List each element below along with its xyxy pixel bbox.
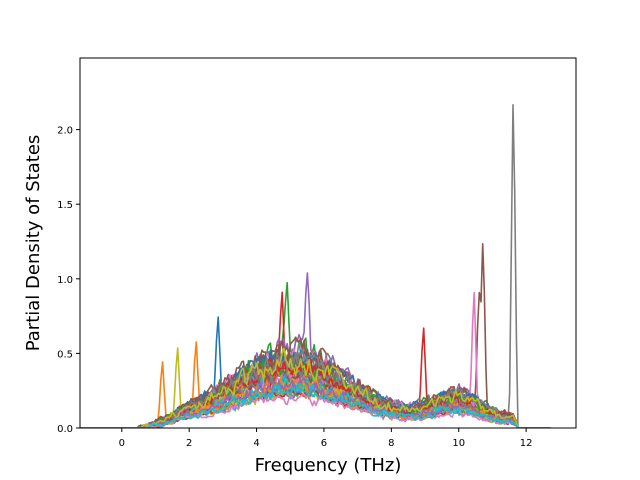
y-axis-ticks: 0.0 0.5 1.0 1.5 2.0: [57, 126, 80, 435]
pdos-series-line: [80, 382, 551, 428]
x-axis-label: Frequency (THz): [255, 455, 402, 476]
x-axis-ticks: 0 2 4 6 8 10 12: [119, 428, 533, 449]
y-axis-label: Partial Density of States: [23, 135, 44, 352]
plot-area: [79, 57, 577, 429]
y-tick-label: 0.0: [57, 424, 73, 435]
x-tick-label: 12: [520, 438, 533, 449]
pdos-series-line: [80, 347, 551, 428]
y-tick-label: 0.5: [57, 349, 73, 360]
x-tick-label: 4: [253, 438, 259, 449]
y-tick-label: 1.5: [57, 200, 73, 211]
x-tick-label: 2: [186, 438, 192, 449]
y-tick-label: 2.0: [57, 126, 73, 137]
series-layer: [80, 104, 551, 428]
y-tick-label: 1.0: [57, 275, 73, 286]
axes-frame: [79, 57, 577, 429]
x-tick-label: 6: [321, 438, 327, 449]
x-tick-label: 0: [119, 438, 125, 449]
x-tick-label: 10: [452, 438, 465, 449]
x-tick-label: 8: [388, 438, 394, 449]
